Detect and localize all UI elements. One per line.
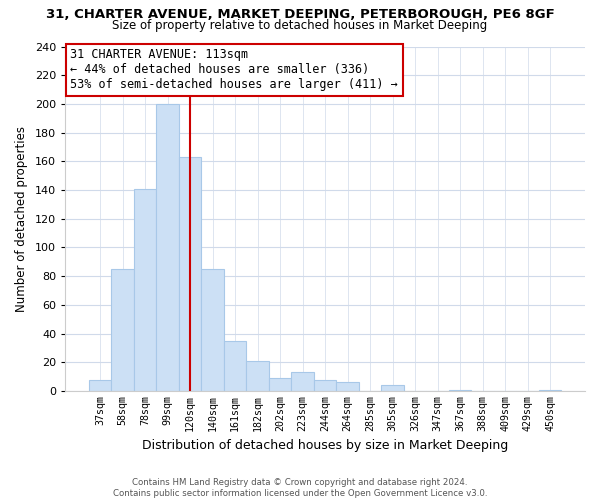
Bar (179, 157, 202, 391)
Bar (247, 361, 269, 391)
Bar (112, 269, 134, 391)
Bar (202, 269, 224, 391)
Bar (337, 382, 359, 391)
Bar (224, 341, 247, 391)
Bar (157, 104, 179, 391)
Text: 31, CHARTER AVENUE, MARKET DEEPING, PETERBOROUGH, PE6 8GF: 31, CHARTER AVENUE, MARKET DEEPING, PETE… (46, 8, 554, 20)
Bar (269, 378, 292, 391)
Bar (382, 386, 404, 391)
Bar (89, 380, 112, 391)
Bar (292, 372, 314, 391)
Text: Contains HM Land Registry data © Crown copyright and database right 2024.
Contai: Contains HM Land Registry data © Crown c… (113, 478, 487, 498)
Bar (314, 380, 337, 391)
Bar (134, 188, 157, 391)
X-axis label: Distribution of detached houses by size in Market Deeping: Distribution of detached houses by size … (142, 440, 508, 452)
Y-axis label: Number of detached properties: Number of detached properties (15, 126, 28, 312)
Bar (539, 390, 562, 391)
Text: Size of property relative to detached houses in Market Deeping: Size of property relative to detached ho… (112, 18, 488, 32)
Bar (449, 390, 472, 391)
Text: 31 CHARTER AVENUE: 113sqm
← 44% of detached houses are smaller (336)
53% of semi: 31 CHARTER AVENUE: 113sqm ← 44% of detac… (70, 48, 398, 91)
